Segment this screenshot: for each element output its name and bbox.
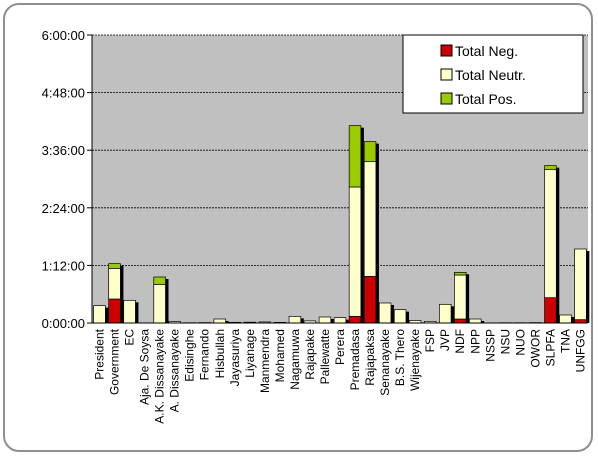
category-label: Rajapake: [303, 329, 317, 380]
bar-segment: [153, 283, 166, 324]
bar-segment: [544, 297, 557, 324]
category-label: JVP: [438, 329, 452, 351]
category-label: SLPFA: [543, 329, 557, 366]
category-label: OWOR: [528, 329, 542, 368]
category-label: NPP: [468, 329, 482, 354]
category-label: Perera: [333, 329, 347, 365]
bars: [93, 125, 590, 324]
bar-segment: [439, 303, 452, 324]
category-label: President: [93, 328, 107, 379]
y-tick-label: 0:00:00: [42, 316, 85, 331]
category-label: Rajapaksa: [363, 329, 377, 386]
category-label: Hisbullah: [213, 329, 227, 378]
category-label: EC: [123, 329, 137, 346]
bar-segment: [288, 315, 302, 324]
legend: Total Neg. Total Neutr. Total Pos.: [402, 34, 584, 114]
x-axis-labels: President Government EC Aja. De Soysa A.K. D…: [93, 328, 588, 423]
category-label: Pallewatte: [318, 329, 332, 385]
bar-segment: [213, 318, 226, 324]
bar-segment: [108, 267, 121, 300]
bar-segment: [544, 165, 557, 171]
category-label: TNA: [558, 329, 572, 353]
y-tick-label: 2:24:00: [42, 201, 85, 216]
category-label: Aja. De Soysa: [138, 329, 152, 405]
bar-segment: [318, 316, 332, 324]
category-label: UNFGG: [573, 329, 587, 372]
bar-segment: [153, 276, 166, 285]
category-label: Wijenayake: [408, 329, 422, 391]
category-label: Mohamed: [273, 329, 287, 382]
category-label: Edisinghe: [183, 329, 197, 382]
legend-swatch: [440, 68, 453, 81]
bar-segment: [348, 315, 362, 324]
y-tick-label: 1:12:00: [42, 258, 85, 273]
bar-segment: [108, 298, 121, 324]
category-label: A.K. Dissanayake: [153, 329, 167, 424]
category-label: NSSP: [483, 329, 497, 362]
legend-label: Total Pos.: [455, 91, 516, 107]
bar-segment: [348, 186, 362, 317]
category-label: FSP: [423, 329, 437, 352]
legend-label: Total Neg.: [455, 43, 518, 59]
category-label: NUO: [513, 329, 527, 356]
bar-segment: [454, 274, 467, 320]
legend-swatch: [440, 92, 453, 105]
bar-segment: [348, 125, 362, 188]
category-label: Senanayake: [378, 329, 392, 396]
legend-swatch: [440, 44, 453, 57]
legend-box: [402, 34, 584, 114]
bar-segment: [378, 302, 392, 324]
category-label: B.S. Thero: [393, 329, 407, 386]
bar-segment: [363, 161, 377, 277]
category-label: Premadasa: [348, 329, 362, 391]
bar-segment: [469, 318, 482, 324]
bar-segment: [108, 263, 121, 269]
bar-segment: [333, 317, 347, 324]
category-label: Fernando: [198, 329, 212, 381]
bar-segment: [544, 169, 557, 299]
category-label: Government: [108, 328, 122, 395]
bar-segment: [363, 141, 377, 163]
category-label: Nagamuwa: [288, 329, 302, 390]
bar-segment: [123, 299, 136, 324]
bar-segment: [559, 314, 572, 324]
category-label: Jayasuriya: [228, 329, 242, 387]
legend-label: Total Neutr.: [455, 67, 526, 83]
y-axis-ticks: 0:00:00 1:12:00 2:24:00 3:36:00 4:48:00 6:00:…: [42, 28, 92, 331]
category-label: NSU: [498, 329, 512, 354]
bar-segment: [454, 318, 467, 324]
bar-segment: [454, 271, 467, 276]
category-label: Liyanage: [243, 329, 257, 378]
category-label: A. Dissanayake: [168, 329, 182, 413]
y-tick-label: 3:36:00: [42, 143, 85, 158]
bar-segment: [363, 275, 377, 324]
category-label: Manmendra: [258, 329, 272, 393]
y-tick-label: 4:48:00: [42, 86, 85, 101]
grid-lines: [92, 34, 588, 266]
category-label: NDF: [453, 329, 467, 354]
bar-segment: [393, 309, 407, 324]
bar-segment: [574, 248, 587, 321]
bar-segment: [93, 305, 106, 324]
y-tick-label: 6:00:00: [42, 28, 85, 43]
